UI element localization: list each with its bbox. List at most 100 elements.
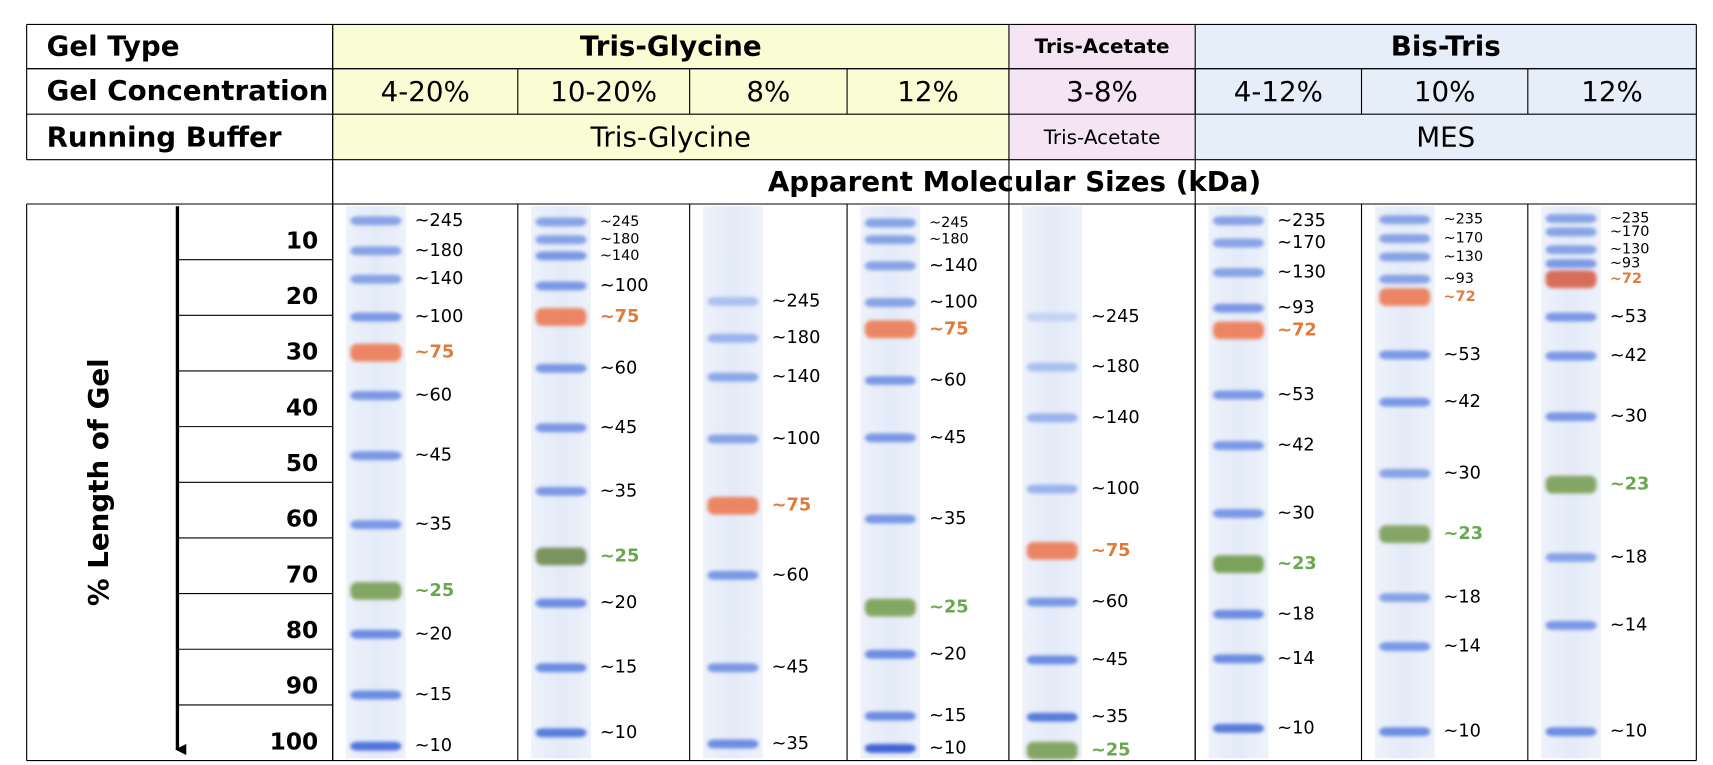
- band: [535, 217, 587, 227]
- size-label: ~18: [1444, 588, 1481, 608]
- size-label: ~10: [1610, 722, 1647, 742]
- band: [1026, 655, 1078, 665]
- band: [535, 547, 587, 566]
- size-label: ~25: [415, 581, 455, 601]
- band: [535, 728, 587, 738]
- band: [707, 297, 759, 306]
- band: [535, 235, 587, 245]
- band: [1026, 312, 1078, 322]
- concentration: 4-20%: [381, 75, 470, 108]
- running-buffer: Tris-Acetate: [1043, 125, 1161, 149]
- size-label: ~15: [600, 658, 637, 678]
- size-label: ~100: [772, 429, 821, 449]
- size-label: ~140: [772, 367, 821, 387]
- size-label: ~53: [1610, 307, 1647, 327]
- size-label: ~30: [1444, 463, 1481, 483]
- band: [350, 246, 402, 256]
- gel-type: Tris-Glycine: [580, 30, 762, 63]
- y-tick-label: 40: [286, 394, 318, 421]
- size-label: ~245: [929, 215, 969, 231]
- band: [1379, 274, 1431, 284]
- band: [1212, 654, 1264, 664]
- size-label: ~10: [1277, 718, 1314, 738]
- size-label: ~75: [929, 319, 969, 339]
- band: [1026, 597, 1078, 607]
- size-label: ~93: [1610, 256, 1640, 272]
- size-label: ~10: [600, 723, 637, 743]
- band: [1545, 312, 1597, 322]
- size-label: ~10: [1444, 722, 1481, 742]
- band: [1212, 555, 1264, 574]
- band: [1545, 351, 1597, 361]
- size-label: ~25: [929, 598, 969, 618]
- band: [707, 434, 759, 444]
- size-label: ~130: [1444, 249, 1484, 265]
- size-label: ~130: [1610, 242, 1650, 258]
- band: [707, 570, 759, 580]
- size-label: ~45: [929, 428, 966, 448]
- size-label: ~100: [415, 307, 464, 327]
- band: [350, 343, 402, 362]
- band: [1379, 252, 1431, 262]
- band: [1212, 268, 1264, 277]
- size-label: ~14: [1610, 615, 1647, 635]
- band: [1379, 525, 1431, 543]
- band: [1212, 390, 1264, 400]
- band: [1545, 727, 1597, 737]
- size-label: ~180: [415, 241, 464, 261]
- size-label: ~35: [600, 481, 637, 501]
- band: [707, 739, 759, 749]
- size-label: ~42: [1277, 436, 1314, 456]
- size-label: ~14: [1277, 649, 1314, 669]
- gel-type: Bis-Tris: [1391, 30, 1501, 63]
- y-tick-label: 90: [286, 673, 318, 700]
- band: [1545, 475, 1597, 494]
- size-label: ~35: [1091, 707, 1128, 727]
- size-label: ~170: [1610, 224, 1650, 240]
- running-buffer: MES: [1416, 121, 1475, 154]
- band: [1545, 412, 1597, 422]
- band: [1212, 303, 1264, 313]
- gel-strip: [702, 206, 763, 759]
- size-label: ~245: [600, 214, 640, 230]
- size-label: ~35: [772, 734, 809, 754]
- y-tick-label: 60: [286, 506, 318, 533]
- size-label: ~100: [600, 276, 649, 296]
- band: [1212, 238, 1264, 248]
- band: [864, 298, 916, 308]
- size-label: ~10: [415, 736, 452, 756]
- y-tick-label: 20: [286, 283, 318, 310]
- concentration: 10-20%: [550, 75, 657, 108]
- y-tick-label: 30: [286, 339, 318, 366]
- band: [864, 598, 916, 617]
- band: [1379, 593, 1431, 602]
- gel-strip: [345, 206, 406, 759]
- size-label: ~23: [1277, 554, 1317, 574]
- band: [350, 582, 402, 600]
- band: [1212, 509, 1264, 518]
- band: [1379, 288, 1431, 306]
- band: [1379, 234, 1431, 244]
- size-label: ~140: [600, 248, 640, 264]
- size-label: ~235: [1277, 211, 1326, 231]
- size-label: ~180: [929, 232, 969, 248]
- band: [864, 514, 916, 524]
- band: [350, 520, 402, 530]
- band: [1379, 397, 1431, 407]
- size-label: ~170: [1277, 233, 1326, 253]
- band: [350, 741, 402, 751]
- size-label: ~30: [1277, 504, 1314, 524]
- size-label: ~93: [1277, 298, 1314, 318]
- band: [1026, 484, 1078, 494]
- size-label: ~130: [1277, 263, 1326, 283]
- size-label: ~10: [929, 738, 966, 758]
- y-tick-label: 100: [270, 728, 319, 755]
- size-label: ~72: [1610, 271, 1642, 287]
- axis-label: % Length of Gel: [82, 358, 115, 606]
- size-label: ~72: [1277, 320, 1317, 340]
- gel-type: Tris-Acetate: [1035, 34, 1170, 58]
- size-label: ~75: [1091, 541, 1131, 561]
- size-label: ~45: [415, 446, 452, 466]
- content: Gel Type Gel Concentration Running Buffe…: [47, 30, 1650, 761]
- size-label: ~180: [600, 232, 640, 248]
